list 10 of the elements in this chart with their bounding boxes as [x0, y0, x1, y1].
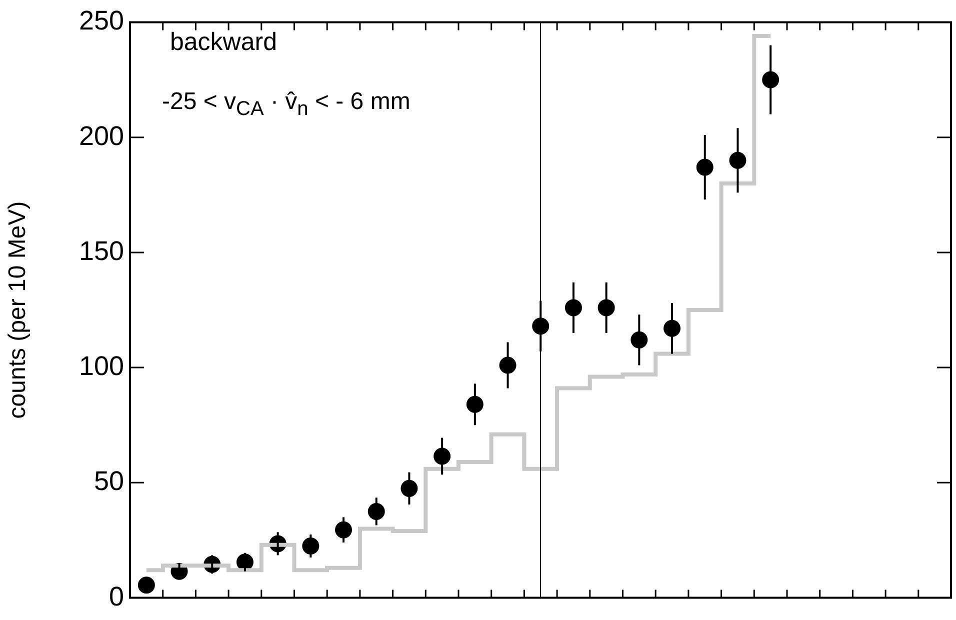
annotation: backward [170, 28, 277, 57]
y-axis-title: counts (per 10 MeV) [4, 201, 32, 419]
y-tick-label: 100 [78, 351, 124, 382]
y-tick-label: 150 [78, 236, 124, 266]
y-tick-label: 200 [78, 120, 124, 151]
point [138, 576, 155, 594]
annotation: -25 < v$_{CA}$ · v̂$_{n}$ < - 6 mm [162, 88, 410, 121]
y-tick-label: 250 [78, 6, 124, 36]
y-tick-label: 0 [108, 581, 124, 612]
y-tick-label: 50 [94, 466, 124, 496]
